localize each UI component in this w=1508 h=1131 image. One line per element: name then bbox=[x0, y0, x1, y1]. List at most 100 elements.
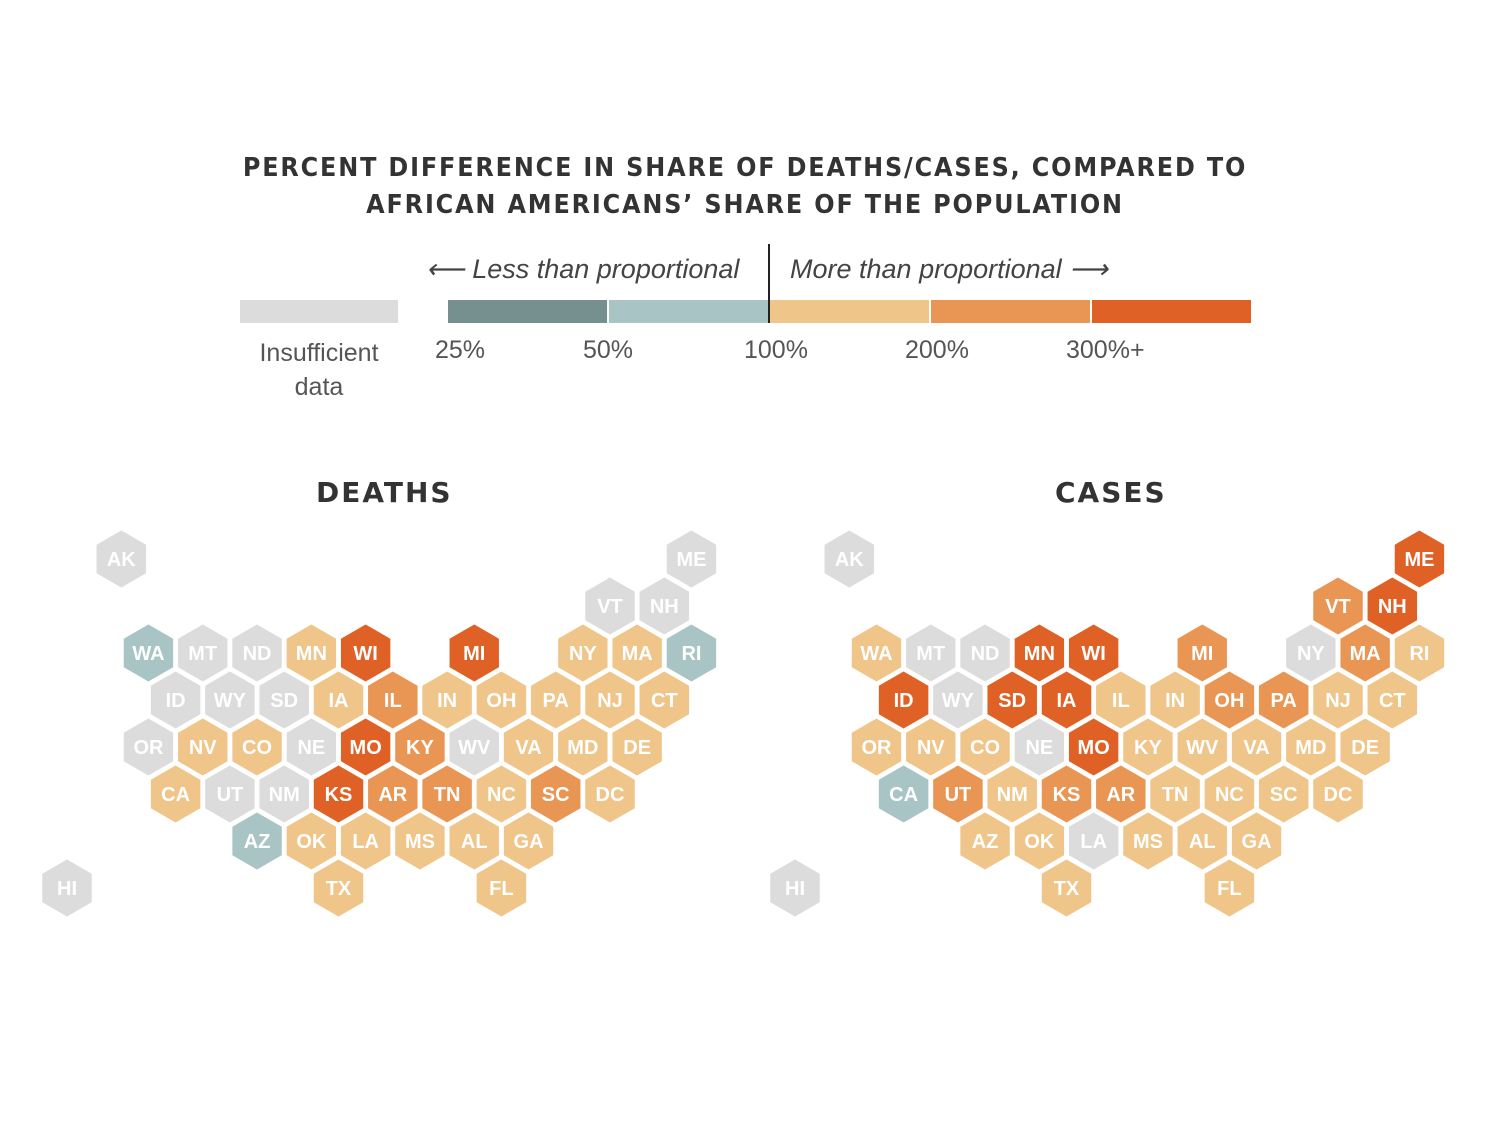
chart-title: PERCENT DIFFERENCE IN SHARE OF DEATHS/CA… bbox=[0, 150, 1490, 224]
hex-co bbox=[957, 715, 1013, 779]
hex-label-co: CO bbox=[970, 737, 1000, 759]
hex-label-ar: AR bbox=[378, 784, 407, 806]
hex-id bbox=[876, 668, 931, 732]
deaths-hex-map: AK ME VT NH WA MT ND MN WI MI NY MA RI ID WY SD IA IL IN OH… bbox=[39, 527, 719, 920]
hex-oh bbox=[474, 668, 529, 732]
hex-label-tx: TX bbox=[326, 878, 352, 900]
hex-ne bbox=[284, 715, 339, 779]
hex-label-mn: MN bbox=[1024, 643, 1055, 665]
hex-sc bbox=[1256, 762, 1311, 826]
hex-me bbox=[664, 527, 719, 591]
hex-tn bbox=[1147, 762, 1203, 826]
hex-or bbox=[849, 715, 904, 779]
hex-tx bbox=[311, 856, 366, 920]
hex-label-wa: WA bbox=[860, 643, 892, 665]
hex-mt bbox=[175, 621, 230, 685]
hex-nj bbox=[582, 668, 638, 732]
legend-tick: 200% bbox=[905, 336, 969, 364]
hex-label-nj: NJ bbox=[1325, 690, 1351, 712]
hex-sd bbox=[984, 668, 1040, 732]
hex-mo bbox=[1066, 715, 1121, 779]
hex-nm bbox=[256, 762, 312, 826]
legend-tick: 100% bbox=[744, 336, 808, 364]
hex-label-id: ID bbox=[894, 690, 914, 712]
hex-label-ga: GA bbox=[1242, 831, 1272, 853]
hex-label-ct: CT bbox=[1379, 690, 1406, 712]
hex-nh bbox=[1365, 574, 1420, 638]
hex-label-va: VA bbox=[515, 737, 541, 759]
hex-nd bbox=[957, 621, 1013, 685]
hex-label-wy: WY bbox=[214, 690, 247, 712]
hex-vt bbox=[582, 574, 638, 638]
hex-ny bbox=[555, 621, 611, 685]
hex-ut bbox=[930, 762, 986, 826]
hex-wi bbox=[338, 621, 393, 685]
hex-il bbox=[1093, 668, 1149, 732]
legend-swatch-na bbox=[240, 300, 398, 323]
hex-co bbox=[229, 715, 285, 779]
hex-ca bbox=[148, 762, 203, 826]
hex-id bbox=[148, 668, 203, 732]
hex-nv bbox=[175, 715, 230, 779]
hex-ak bbox=[94, 527, 149, 591]
hex-label-wy: WY bbox=[942, 690, 975, 712]
hex-mi bbox=[1175, 621, 1230, 685]
hex-label-de: DE bbox=[1351, 737, 1379, 759]
legend-swatch-200-300 bbox=[931, 300, 1090, 323]
hex-label-ny: NY bbox=[1297, 643, 1325, 665]
hex-label-ut: UT bbox=[945, 784, 972, 806]
hex-label-mt: MT bbox=[916, 643, 945, 665]
hex-ca bbox=[876, 762, 931, 826]
hex-label-sc: SC bbox=[1270, 784, 1298, 806]
hex-wi bbox=[1066, 621, 1121, 685]
hex-label-vt: VT bbox=[1325, 596, 1351, 618]
hex-label-nc: NC bbox=[1215, 784, 1244, 806]
hex-ak bbox=[822, 527, 877, 591]
hex-md bbox=[1283, 715, 1339, 779]
hex-label-nv: NV bbox=[917, 737, 945, 759]
legend-swatch-50-100 bbox=[609, 300, 768, 323]
hex-va bbox=[1229, 715, 1284, 779]
hex-nm bbox=[984, 762, 1040, 826]
hex-label-me: ME bbox=[1404, 549, 1434, 571]
hex-label-ca: CA bbox=[161, 784, 190, 806]
hex-label-or: OR bbox=[861, 737, 892, 759]
hex-ma bbox=[609, 621, 665, 685]
hex-ms bbox=[1120, 809, 1176, 873]
hex-wa bbox=[121, 621, 176, 685]
hex-ar bbox=[365, 762, 421, 826]
hex-ok bbox=[284, 809, 339, 873]
hex-az bbox=[957, 809, 1013, 873]
hex-or bbox=[121, 715, 176, 779]
hex-label-nj: NJ bbox=[597, 690, 623, 712]
hex-nj bbox=[1310, 668, 1366, 732]
hex-label-az: AZ bbox=[244, 831, 271, 853]
hex-ms bbox=[392, 809, 448, 873]
hex-label-hi: HI bbox=[785, 878, 805, 900]
hex-label-ok: OK bbox=[1024, 831, 1055, 853]
hex-ar bbox=[1093, 762, 1149, 826]
hex-label-ks: KS bbox=[325, 784, 353, 806]
hex-ia bbox=[1039, 668, 1094, 732]
hex-fl bbox=[1202, 856, 1257, 920]
hex-label-sd: SD bbox=[270, 690, 298, 712]
legend-less-label: ⟵ Less than proportional bbox=[426, 254, 740, 284]
hex-label-dc: DC bbox=[596, 784, 625, 806]
hex-label-ks: KS bbox=[1053, 784, 1081, 806]
legend-tick: 25% bbox=[435, 336, 486, 364]
hex-nv bbox=[903, 715, 958, 779]
hex-label-ak: AK bbox=[835, 549, 864, 571]
hex-label-md: MD bbox=[1295, 737, 1326, 759]
hex-ri bbox=[1392, 621, 1447, 685]
hex-il bbox=[365, 668, 421, 732]
hex-label-wv: WV bbox=[1186, 737, 1219, 759]
hex-ia bbox=[311, 668, 366, 732]
hex-label-ct: CT bbox=[651, 690, 678, 712]
legend-swatch-25-50 bbox=[448, 300, 607, 323]
hex-mi bbox=[447, 621, 502, 685]
hex-label-sd: SD bbox=[998, 690, 1026, 712]
hex-hi bbox=[767, 856, 823, 920]
hex-label-vt: VT bbox=[597, 596, 623, 618]
hex-ky bbox=[392, 715, 448, 779]
hex-label-va: VA bbox=[1243, 737, 1269, 759]
